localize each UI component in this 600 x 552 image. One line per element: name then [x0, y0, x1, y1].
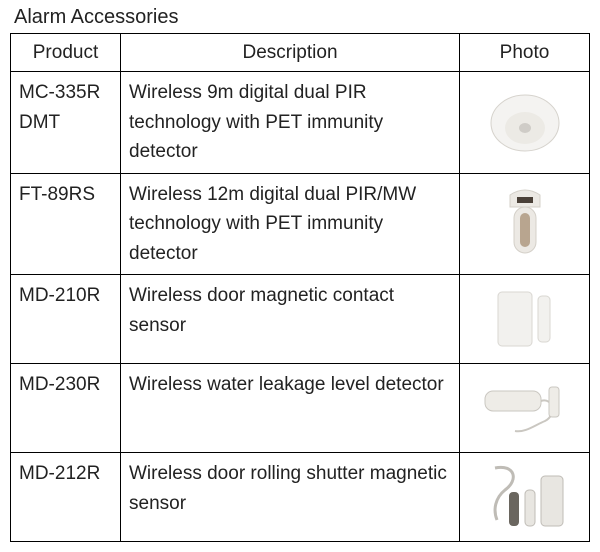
cell-product: MC-335R DMT — [11, 72, 121, 173]
cell-description: Wireless door magnetic contact sensor — [121, 275, 460, 364]
table-header-row: Product Description Photo — [11, 34, 590, 72]
pir-mw-icon — [475, 184, 575, 264]
pir-dome-icon — [475, 83, 575, 163]
col-photo: Photo — [460, 34, 590, 72]
table-row: MD-210R Wireless door magnetic contact s… — [11, 275, 590, 364]
water-leak-icon — [475, 368, 575, 448]
col-description: Description — [121, 34, 460, 72]
cell-photo — [460, 364, 590, 453]
door-contact-icon — [475, 279, 575, 359]
cell-description: Wireless 12m digital dual PIR/MW technol… — [121, 173, 460, 274]
table-row: MD-230R Wireless water leakage level det… — [11, 364, 590, 453]
cell-product: MD-212R — [11, 453, 121, 542]
cell-photo — [460, 275, 590, 364]
cell-description: Wireless 9m digital dual PIR technology … — [121, 72, 460, 173]
table-row: MC-335R DMT Wireless 9m digital dual PIR… — [11, 72, 590, 173]
cell-photo — [460, 72, 590, 173]
cell-product: FT-89RS — [11, 173, 121, 274]
cell-product: MD-210R — [11, 275, 121, 364]
roller-sensor-icon — [475, 457, 575, 537]
cell-description: Wireless door rolling shutter magnetic s… — [121, 453, 460, 542]
cell-product: MD-230R — [11, 364, 121, 453]
section-title: Alarm Accessories — [14, 6, 590, 29]
cell-photo — [460, 453, 590, 542]
table-row: MD-212R Wireless door rolling shutter ma… — [11, 453, 590, 542]
table-row: FT-89RS Wireless 12m digital dual PIR/MW… — [11, 173, 590, 274]
accessories-table: Product Description Photo MC-335R DMT Wi… — [10, 33, 590, 542]
cell-description: Wireless water leakage level detector — [121, 364, 460, 453]
cell-photo — [460, 173, 590, 274]
col-product: Product — [11, 34, 121, 72]
